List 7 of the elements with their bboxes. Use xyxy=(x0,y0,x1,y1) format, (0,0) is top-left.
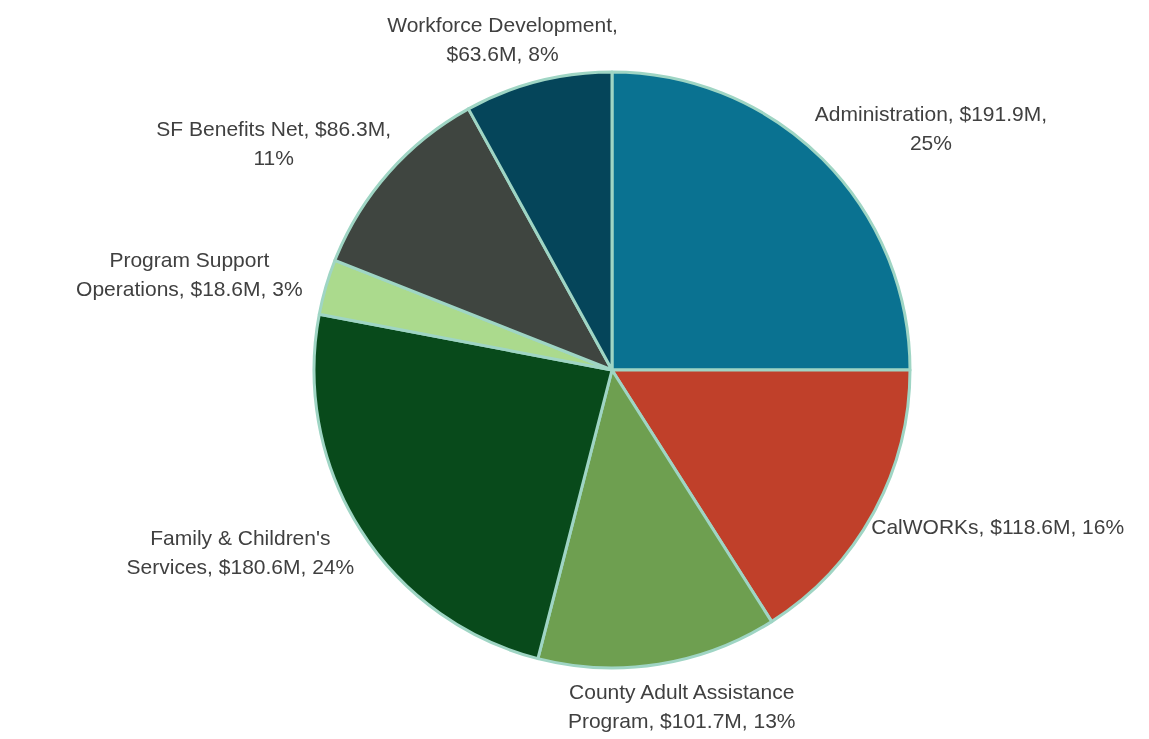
slice-label: County Adult Assistance Program, $101.7M, 13% xyxy=(567,679,796,732)
slice-label: Workforce Development, $63.6M, 8% xyxy=(387,12,618,65)
slice-label: Family & Children's Services, $180.6M, 24% xyxy=(126,525,355,578)
slice-label: Administration, $191.9M, 25% xyxy=(814,101,1048,154)
slice-label: SF Benefits Net, $86.3M, 11% xyxy=(156,117,391,170)
slice-label: Program Support Operations, $18.6M, 3% xyxy=(76,247,303,300)
slice-label: CalWORKs, $118.6M, 16% xyxy=(871,514,1125,538)
